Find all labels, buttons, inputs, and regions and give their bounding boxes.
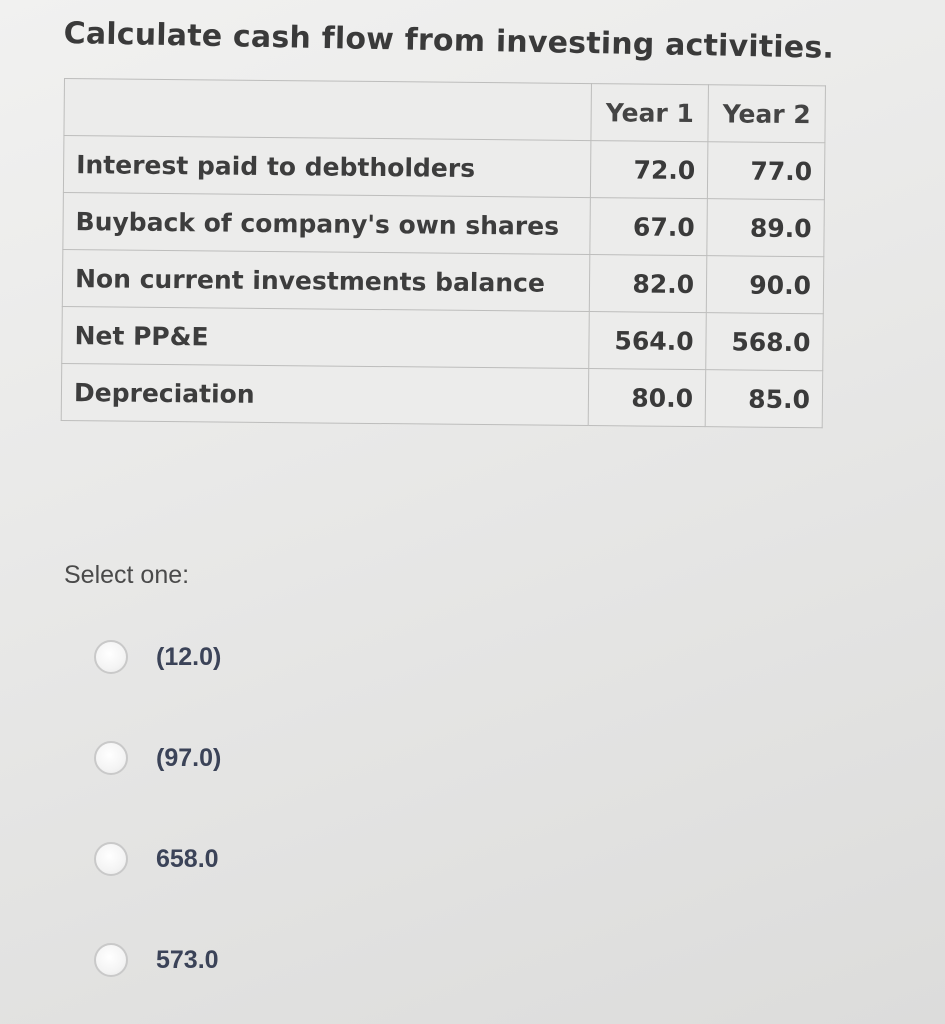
answer-option-2[interactable]: (97.0) xyxy=(94,741,221,775)
select-one-label: Select one: xyxy=(64,561,190,589)
answer-option-1[interactable]: (12.0) xyxy=(94,640,221,674)
cell-year-1: 72.0 xyxy=(590,140,709,199)
row-label: Buyback of company's own shares xyxy=(62,192,591,255)
data-table: Year 1 Year 2 Interest paid to debtholde… xyxy=(60,78,826,429)
row-label: Net PP&E xyxy=(61,306,590,369)
cell-year-1: 80.0 xyxy=(588,368,706,427)
answer-option-3[interactable]: 658.0 xyxy=(94,842,219,876)
cell-year-1: 564.0 xyxy=(588,311,707,370)
cell-year-2: 77.0 xyxy=(707,141,825,200)
radio-button[interactable] xyxy=(94,842,128,876)
row-label: Interest paid to debtholders xyxy=(63,135,592,198)
radio-button[interactable] xyxy=(94,741,128,775)
answer-option-4[interactable]: 573.0 xyxy=(94,943,219,977)
table-row: Interest paid to debtholders 72.0 77.0 xyxy=(63,135,825,200)
cell-year-2: 90.0 xyxy=(706,255,824,314)
table-row: Net PP&E 564.0 568.0 xyxy=(61,306,824,371)
answer-option-label[interactable]: 573.0 xyxy=(156,945,219,974)
table-row: Buyback of company's own shares 67.0 89.… xyxy=(62,192,825,257)
column-header-year-2: Year 2 xyxy=(708,84,826,143)
cell-year-2: 89.0 xyxy=(706,198,825,257)
cell-year-1: 82.0 xyxy=(589,254,707,313)
column-header-year-1: Year 1 xyxy=(591,83,709,142)
cell-year-2: 568.0 xyxy=(705,312,824,371)
row-label: Non current investments balance xyxy=(62,249,591,312)
cell-year-1: 67.0 xyxy=(590,197,708,256)
radio-button[interactable] xyxy=(94,640,128,674)
table-header-blank xyxy=(63,78,592,141)
radio-button[interactable] xyxy=(94,943,128,977)
table-row: Non current investments balance 82.0 90.… xyxy=(62,249,824,314)
question-title: Calculate cash flow from investing activ… xyxy=(63,16,835,66)
table-header-row: Year 1 Year 2 xyxy=(63,78,826,143)
cell-year-2: 85.0 xyxy=(705,369,823,428)
row-label: Depreciation xyxy=(61,363,589,426)
answer-option-label[interactable]: 658.0 xyxy=(156,844,219,873)
answer-option-label[interactable]: (12.0) xyxy=(156,642,222,671)
answer-option-label[interactable]: (97.0) xyxy=(156,743,222,772)
table-row: Depreciation 80.0 85.0 xyxy=(61,363,823,428)
